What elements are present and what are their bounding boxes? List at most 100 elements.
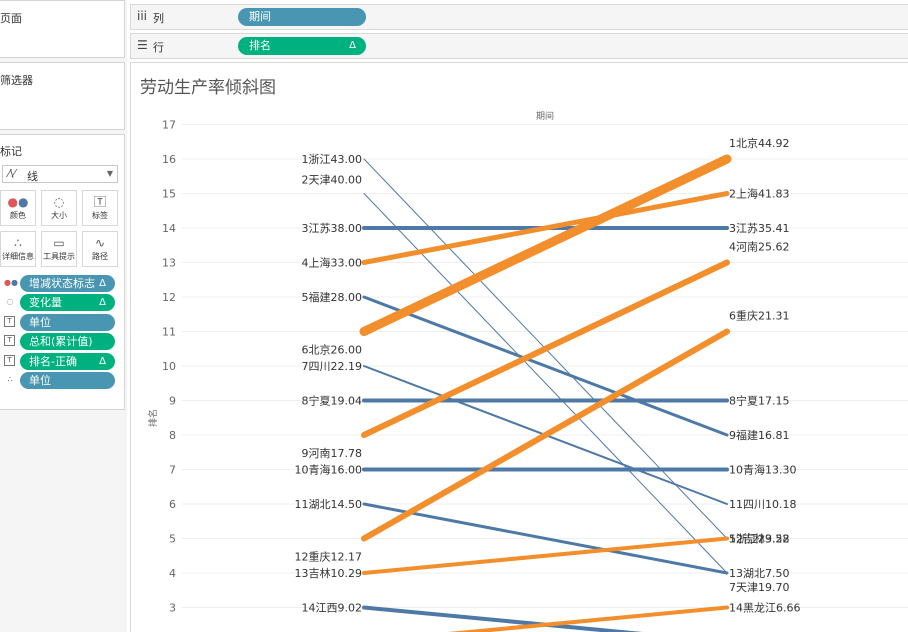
y-tick-label: 8 (169, 429, 176, 442)
y-tick-label: 17 (162, 119, 176, 132)
size-button-label: 大小 (51, 211, 67, 220)
series-line-吉林 (362, 536, 729, 575)
mark-pill-row[interactable]: ◌ 变化量 Δ (4, 294, 120, 311)
end-data-label: 1北京44.92 (729, 136, 790, 150)
label-button-label: 标签 (92, 211, 108, 220)
left-panel: 页面 筛选器 标记 ⁄\⁄ 线 ▼ ●● 颜色 ◌ 大小 🅃 标签 ∴ 详细信息… (0, 0, 127, 632)
mark-pill-label: 增减状态标志 (29, 277, 95, 290)
end-data-label: 5浙江23.58 (729, 533, 790, 546)
columns-pill-label: 期间 (249, 10, 271, 23)
mark-pill[interactable]: 总和(累计值) (20, 333, 115, 350)
mark-pill[interactable]: 排名-正确 Δ (20, 353, 115, 370)
mark-pill-row[interactable]: ∴ 单位 (4, 372, 120, 389)
tooltip-icon: ▭ (53, 236, 65, 250)
mark-pill[interactable]: 增减状态标志 Δ (20, 275, 115, 292)
y-tick-label: 5 (169, 533, 176, 546)
rows-shelf[interactable]: ☰ 行 排名 Δ (130, 33, 908, 59)
chevron-down-icon: ▼ (106, 169, 113, 178)
end-data-label: 13湖北7.50 (729, 567, 790, 580)
end-data-label: 6重庆21.31 (729, 309, 790, 323)
end-data-label: 9福建16.81 (729, 428, 790, 442)
chart-canvas (130, 62, 908, 632)
marks-title: 标记 (0, 145, 22, 158)
filters-card[interactable]: 筛选器 (0, 62, 125, 130)
columns-shelf[interactable]: iii 列 期间 (130, 4, 908, 30)
pages-card: 页面 (0, 0, 125, 58)
delta-icon: Δ (349, 40, 356, 51)
end-data-label: 11四川10.18 (729, 498, 797, 511)
tooltip-button[interactable]: ▭ 工具提示 (41, 231, 77, 267)
mark-pill-label: 变化量 (29, 296, 62, 309)
y-tick-label: 9 (169, 395, 176, 408)
mark-pill-row[interactable]: T 总和(累计值) (4, 333, 120, 350)
end-data-label: 8宁夏17.15 (729, 394, 790, 408)
end-data-label: 14黑龙江6.66 (729, 602, 801, 615)
end-data-label: 10青海13.30 (729, 463, 797, 477)
mark-pill-label: 单位 (29, 374, 51, 387)
series-line-黑龙江 (448, 605, 729, 632)
columns-shelf-label: 列 (153, 12, 164, 25)
mark-pill-label: 单位 (29, 316, 51, 329)
detail-icon: ∴ (14, 236, 22, 250)
rows-shelf-label: 行 (153, 41, 164, 54)
y-tick-label: 7 (169, 464, 176, 477)
label-icon: 🅃 (93, 195, 106, 209)
mark-pill-row[interactable]: T 单位 (4, 314, 120, 331)
label-button[interactable]: 🅃 标签 (82, 190, 118, 226)
series-line-天津 (363, 193, 728, 574)
x-axis-title: 期间 (536, 110, 554, 122)
label-icon: T (4, 335, 15, 346)
columns-pill[interactable]: 期间 (238, 8, 366, 26)
mark-pill[interactable]: 单位 (20, 372, 115, 389)
filters-title: 筛选器 (0, 74, 33, 87)
line-mark-icon: ⁄\⁄ (8, 167, 16, 180)
mark-pill[interactable]: 单位 (20, 314, 115, 331)
series-line-福建 (362, 295, 729, 437)
mark-pill-label: 排名-正确 (29, 355, 77, 368)
color-dots-icon: ●● (7, 195, 29, 209)
label-icon: T (4, 355, 15, 366)
end-data-label: 4河南25.62 (729, 241, 790, 254)
y-tick-label: 10 (162, 360, 176, 373)
start-data-label: 12重庆12.17 (295, 550, 363, 564)
columns-icon: iii (137, 9, 148, 23)
start-data-label: 1浙江43.00 (302, 153, 363, 166)
mark-pill-row[interactable]: ●● 增减状态标志 Δ (4, 275, 120, 292)
y-tick-label: 4 (169, 567, 176, 580)
end-data-label: 7天津19.70 (729, 581, 790, 594)
mark-pill-label: 总和(累计值) (29, 335, 93, 348)
color-button-label: 颜色 (10, 211, 26, 220)
marks-type-dropdown[interactable]: ⁄\⁄ 线 ▼ (2, 165, 118, 183)
delta-icon: Δ (99, 297, 106, 308)
size-icon: ◌ (53, 195, 65, 209)
chart-title: 劳动生产率倾斜图 (140, 78, 276, 98)
y-tick-label: 14 (162, 222, 176, 235)
y-tick-label: 11 (162, 326, 176, 339)
start-data-label: 7四川22.19 (302, 360, 363, 373)
rows-pill[interactable]: 排名 Δ (238, 37, 366, 55)
series-line-重庆 (361, 328, 730, 542)
end-data-label: 2上海41.83 (729, 187, 790, 201)
end-data-label: 3江苏35.41 (729, 222, 790, 235)
y-tick-label: 6 (169, 498, 176, 511)
y-tick-label: 15 (162, 188, 176, 201)
start-data-label: 5福建28.00 (302, 290, 363, 304)
end-data-label: 12吉林9.22 (729, 532, 790, 546)
detail-button-label: 详细信息 (2, 252, 34, 261)
start-data-label: 4上海33.00 (302, 256, 363, 270)
rows-pill-label: 排名 (249, 39, 271, 52)
color-dots-icon: ●● (4, 278, 18, 287)
color-button[interactable]: ●● 颜色 (0, 190, 36, 226)
marks-type-value: 线 (27, 170, 38, 183)
y-axis-title: 排名 (147, 409, 159, 427)
detail-button[interactable]: ∴ 详细信息 (0, 231, 36, 267)
mark-pill[interactable]: 变化量 Δ (20, 294, 115, 311)
mark-pill-row[interactable]: T 排名-正确 Δ (4, 353, 120, 370)
detail-icon: ∴ (7, 375, 13, 384)
size-button[interactable]: ◌ 大小 (41, 190, 77, 226)
path-button[interactable]: ∿ 路径 (82, 231, 118, 267)
start-data-label: 14江西9.02 (302, 602, 363, 615)
rows-icon: ☰ (137, 38, 148, 52)
series-line-湖北 (362, 502, 729, 575)
